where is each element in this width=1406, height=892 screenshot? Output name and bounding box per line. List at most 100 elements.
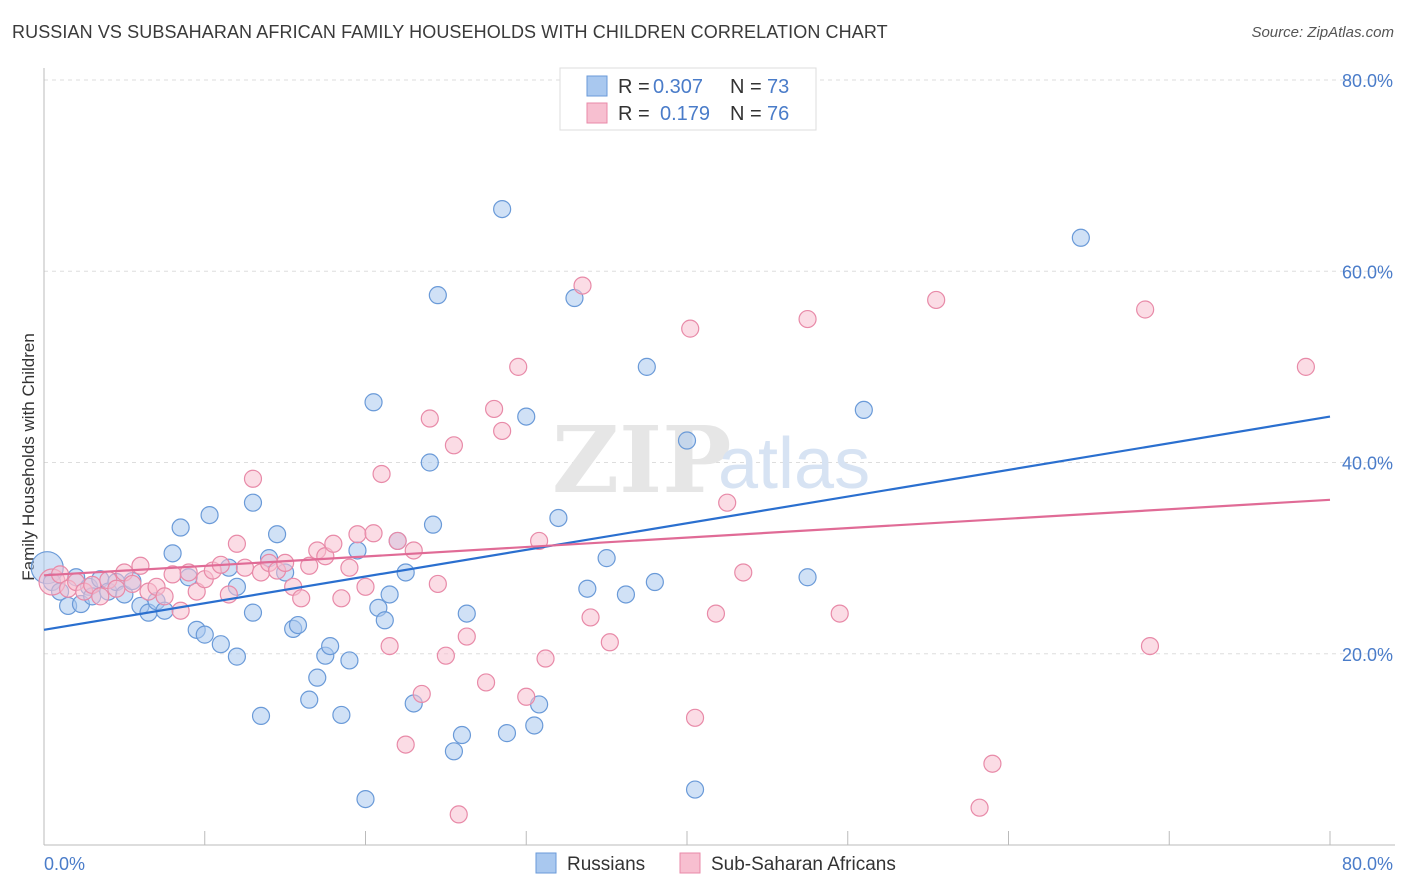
russians-point — [375, 611, 394, 630]
africans-point — [718, 493, 737, 512]
russians-n-label: N = — [730, 76, 762, 98]
africans-r-label: R = — [618, 103, 650, 125]
africans-point — [235, 558, 255, 577]
russians-point — [616, 585, 636, 604]
russians-point — [525, 716, 544, 735]
russians-point — [517, 407, 536, 426]
africans-point — [485, 399, 504, 419]
russians-point — [578, 579, 597, 598]
africans-point — [332, 589, 351, 608]
russians-point — [195, 625, 214, 644]
y-tick-label-80: 80.0% — [1342, 71, 1393, 91]
africans-point — [227, 534, 246, 553]
africans-point — [798, 309, 817, 329]
africans-point — [171, 601, 190, 620]
africans-point — [493, 421, 512, 441]
africans-point — [536, 649, 555, 668]
africans-point — [388, 531, 407, 551]
africans-point — [123, 574, 142, 594]
russians-point — [645, 572, 664, 592]
africans-point — [276, 553, 295, 573]
russians-point — [227, 647, 246, 666]
russians-point — [340, 651, 359, 670]
africans-point — [706, 604, 726, 623]
africans-point — [412, 684, 431, 704]
russians-point — [685, 780, 705, 799]
series-legend: Russians Sub-Saharan Africans — [535, 852, 896, 875]
watermark-zip: ZIP — [552, 406, 731, 514]
russians-point — [493, 199, 512, 219]
africans-point — [734, 563, 753, 582]
africans-point — [324, 534, 343, 553]
russians-point — [854, 400, 873, 420]
russians-point — [798, 568, 817, 587]
africans-legend-label: Sub-Saharan Africans — [711, 854, 896, 875]
africans-point — [476, 673, 496, 692]
russians-point — [457, 604, 476, 623]
russians-point — [380, 585, 399, 604]
africans-point — [131, 556, 150, 575]
africans-point — [600, 633, 619, 652]
russians-trend-line — [43, 415, 1331, 631]
africans-point — [91, 587, 110, 606]
russians-point — [251, 706, 271, 726]
africans-point — [509, 357, 528, 376]
africans-n-value: 76 — [767, 103, 789, 125]
africans-point — [292, 589, 311, 608]
russians-swatch — [535, 852, 557, 874]
russians-point — [677, 431, 697, 450]
russians-n-value: 73 — [767, 76, 789, 98]
africans-swatch-top — [586, 102, 608, 124]
x-tick-label-max: 80.0% — [1342, 854, 1393, 874]
africans-point — [436, 646, 455, 665]
russians-point — [163, 544, 182, 563]
watermark-atlas: atlas — [718, 424, 870, 504]
russians-point — [243, 603, 263, 622]
africans-point — [380, 636, 399, 656]
africans-point — [155, 587, 174, 606]
stats-legend: R = 0.307 N = 73 R = 0.179 N = 76 — [559, 67, 817, 131]
russians-r-value: 0.307 — [653, 76, 703, 98]
y-tick-label-60: 60.0% — [1342, 262, 1393, 282]
africans-point — [457, 627, 476, 646]
russians-point — [497, 724, 517, 743]
russians-point — [1071, 228, 1090, 247]
africans-point — [1140, 636, 1160, 656]
africans-point — [356, 577, 375, 596]
africans-point — [179, 563, 198, 582]
russians-point — [452, 725, 472, 745]
trend-lines — [43, 415, 1331, 631]
africans-point — [428, 574, 447, 594]
russians-point — [308, 668, 327, 687]
africans-point — [927, 290, 946, 310]
russians-point — [428, 286, 447, 305]
africans-n-label: N = — [730, 103, 762, 125]
africans-point — [449, 805, 468, 824]
source-credit: Source: ZipAtlas.com — [1251, 24, 1394, 41]
russians-point — [211, 635, 230, 654]
africans-point — [372, 464, 391, 484]
africans-point — [1136, 300, 1155, 319]
russians-point — [549, 508, 568, 528]
africans-swatch — [679, 852, 701, 874]
y-axis-label: Family Households with Children — [19, 333, 38, 581]
africans-point — [364, 524, 383, 543]
africans-point — [970, 798, 989, 817]
africans-r-value: 0.179 — [660, 103, 710, 125]
africans-point — [581, 608, 600, 627]
chart-title: RUSSIAN VS SUBSAHARAN AFRICAN FAMILY HOU… — [12, 22, 888, 42]
russians-point — [423, 515, 443, 534]
africans-point — [107, 579, 126, 598]
africans-point — [444, 436, 464, 455]
x-axis-ticks — [204, 831, 1331, 845]
africans-point — [300, 556, 319, 575]
y-tick-label-40: 40.0% — [1342, 454, 1393, 474]
africans-point — [348, 525, 367, 544]
russians-point — [420, 453, 439, 472]
russians-point — [396, 563, 415, 582]
x-tick-label-min: 0.0% — [44, 854, 85, 874]
russians-point — [332, 705, 351, 725]
russians-point — [444, 742, 464, 761]
russians-point — [300, 690, 319, 709]
